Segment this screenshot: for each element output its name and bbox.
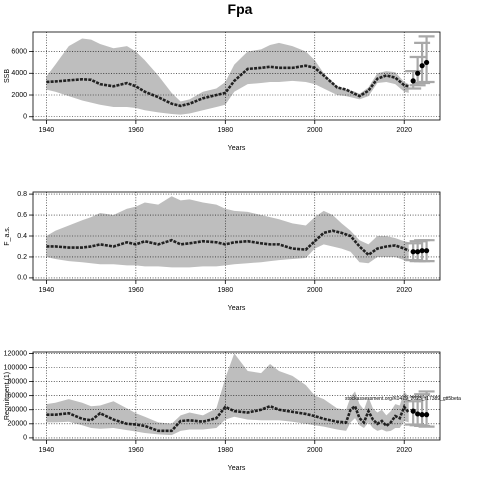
- projection-point: [415, 249, 421, 255]
- y-axis-label: SSB: [4, 69, 11, 83]
- x-tick-label: 2020: [396, 287, 412, 294]
- x-tick-label: 1960: [128, 447, 144, 454]
- y-tick-label: 6000: [11, 48, 27, 55]
- x-axis-label: Years: [228, 145, 246, 152]
- y-tick-label: 0.0: [17, 275, 27, 282]
- annotation-text: stockassessment.org/K0479_2023_r17389_gt…: [345, 396, 461, 402]
- x-tick-label: 1980: [218, 127, 234, 134]
- y-tick-label: 4000: [11, 70, 27, 77]
- y-axis-label: F_a.s.: [4, 226, 11, 246]
- confidence-band: [46, 196, 409, 268]
- projection-point: [423, 412, 430, 418]
- y-tick-label: 0: [23, 114, 27, 121]
- plot-frame: [32, 31, 441, 121]
- y-tick-label: 60000: [8, 392, 28, 399]
- x-tick-label: 1980: [218, 447, 234, 454]
- x-tick-label: 1940: [39, 447, 55, 454]
- projection-point: [419, 63, 425, 69]
- y-tick-label: 80000: [8, 378, 28, 385]
- y-tick-label: 0.4: [17, 233, 27, 240]
- y-tick-label: 20000: [8, 421, 28, 428]
- projection-point: [423, 248, 430, 254]
- x-axis-label: Years: [228, 305, 246, 312]
- projection-point: [410, 78, 416, 84]
- panel-3: 1940 1960 1980 2000 2020 0 20000 40000 60000 8000…: [4, 350, 461, 472]
- projection-point: [419, 412, 425, 418]
- y-tick-label: 120000: [4, 350, 27, 357]
- estimate-line: [46, 64, 409, 108]
- confidence-band: [46, 38, 409, 115]
- estimate-line: [46, 229, 410, 257]
- projection-point: [410, 249, 416, 255]
- projection-point: [415, 411, 421, 417]
- chart-panels: 1940 1960 1980 2000 2020 0 2000 4000 6000 Years SS…: [4, 31, 461, 472]
- projection-point: [419, 248, 425, 254]
- x-tick-label: 1940: [39, 287, 55, 294]
- projection-point: [410, 408, 416, 414]
- x-tick-label: 1960: [128, 287, 144, 294]
- x-tick-label: 1940: [39, 127, 55, 134]
- x-tick-label: 2000: [307, 447, 323, 454]
- estimate-line: [46, 404, 410, 433]
- x-tick-label: 2000: [307, 127, 323, 134]
- confidence-band: [46, 353, 409, 436]
- x-tick-label: 1960: [128, 127, 144, 134]
- x-tick-label: 1980: [218, 287, 234, 294]
- figure-title: Fpa: [228, 1, 253, 17]
- y-tick-label: 0.2: [17, 254, 27, 261]
- projection-point: [423, 59, 430, 66]
- projection-point: [415, 70, 421, 76]
- panel-2: 1940 1960 1980 2000 2020 0.0 0.2 0.4 0.6 0.8 Years…: [4, 191, 441, 312]
- x-axis-label: Years: [228, 465, 246, 472]
- y-tick-label: 100000: [4, 364, 27, 371]
- y-tick-label: 40000: [8, 407, 28, 414]
- y-axis-label: Recruitment (1): [4, 372, 11, 420]
- x-tick-label: 2000: [307, 287, 323, 294]
- y-tick-label: 0.6: [17, 212, 27, 219]
- panel-1: 1940 1960 1980 2000 2020 0 2000 4000 6000 Years SS…: [4, 31, 441, 152]
- y-tick-label: 0: [23, 435, 27, 442]
- x-tick-label: 2020: [396, 127, 412, 134]
- y-tick-label: 0.8: [17, 191, 27, 198]
- x-tick-label: 2020: [396, 447, 412, 454]
- y-tick-label: 2000: [11, 92, 27, 99]
